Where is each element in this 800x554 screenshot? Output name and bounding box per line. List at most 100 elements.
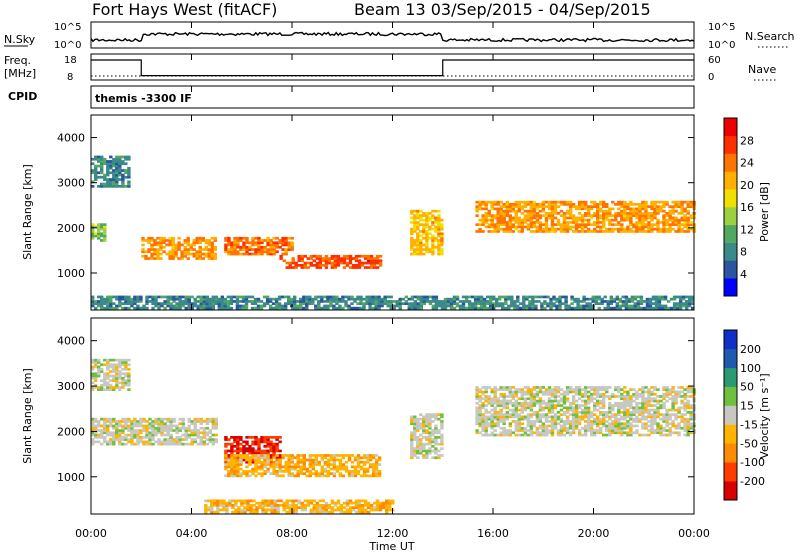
heatmap-cell [136, 420, 140, 423]
heatmap-cell [315, 510, 319, 514]
heatmap-cell [264, 501, 268, 505]
heatmap-cell [378, 261, 383, 265]
heatmap-cell [651, 302, 656, 305]
heatmap-cell [204, 504, 208, 507]
heatmap-cell [251, 460, 255, 464]
heatmap-cell [538, 230, 543, 233]
heatmap-cell [580, 200, 585, 204]
heatmap-cell [650, 417, 654, 421]
heatmap-cell [103, 230, 107, 233]
heatmap-cell [184, 442, 188, 446]
heatmap-cell [413, 429, 417, 432]
heatmap-cell [371, 474, 376, 478]
heatmap-cell [330, 266, 335, 269]
heatmap-cell [641, 401, 645, 405]
heatmap-cell [100, 182, 104, 186]
heatmap-cell [362, 463, 367, 466]
heatmap-cell [205, 297, 209, 301]
heatmap-cell [242, 241, 246, 245]
heatmap-cell [609, 300, 613, 303]
heatmap-cell [680, 227, 684, 231]
heatmap-cell [562, 411, 567, 414]
heatmap-cell [683, 207, 687, 211]
heatmap-cell [647, 401, 651, 405]
heatmap-cell [467, 304, 472, 308]
heatmap-cell [651, 306, 656, 310]
heatmap-cell [428, 451, 432, 455]
heatmap-cell [118, 431, 122, 435]
heatmap-cell [330, 506, 335, 509]
heatmap-cell [517, 200, 521, 204]
heatmap-cell [626, 433, 630, 437]
heatmap-cell [262, 302, 267, 305]
heatmap-cell [236, 472, 240, 475]
heatmap-cell [184, 433, 188, 437]
heatmap-cell [577, 203, 582, 206]
heatmap-cell [611, 422, 615, 426]
heatmap-cell [136, 429, 140, 432]
heatmap-cell [668, 433, 672, 437]
heatmap-cell [574, 227, 579, 231]
heatmap-cell [198, 248, 202, 251]
heatmap-cell [174, 250, 178, 254]
heatmap-cell [245, 442, 249, 446]
heatmap-cell [362, 302, 366, 305]
heatmap-cell [529, 401, 534, 405]
heatmap-cell [233, 445, 237, 448]
heatmap-cell [315, 266, 319, 269]
heatmap-cell [324, 501, 329, 505]
heatmap-cell [365, 467, 370, 471]
heatmap-cell [172, 300, 176, 303]
heatmap-cell [266, 250, 270, 254]
heatmap-cell [118, 440, 122, 444]
heatmap-cell [492, 302, 496, 305]
heatmap-cell [582, 295, 586, 299]
heatmap-cell [350, 474, 355, 478]
heatmap-cell [348, 254, 353, 258]
heatmap-cell [493, 392, 497, 396]
heatmap-cell [662, 413, 666, 416]
heatmap-cell [195, 257, 199, 260]
heatmap-cell [422, 436, 426, 439]
heatmap-cell [251, 472, 255, 475]
heatmap-cell [577, 397, 582, 401]
heatmap-cell [354, 510, 359, 514]
heatmap-cell [547, 411, 552, 414]
heatmap-cell [220, 297, 224, 301]
heatmap-cell [665, 390, 669, 394]
heatmap-cell [419, 252, 423, 256]
heatmap-cell [151, 424, 155, 428]
heatmap-cell [653, 212, 657, 215]
heatmap-cell [199, 431, 203, 435]
heatmap-cell [577, 200, 582, 204]
heatmap-cell [251, 442, 255, 446]
heatmap-cell [680, 203, 684, 206]
heatmap-cell [686, 420, 690, 423]
heatmap-cell [437, 232, 441, 236]
heatmap-cell [608, 431, 612, 435]
heatmap-cell [593, 404, 597, 407]
heatmap-cell [593, 431, 597, 435]
heatmap-cell [97, 155, 101, 159]
heatmap-cell [157, 422, 161, 426]
heatmap-cell [638, 420, 642, 423]
heatmap-cell [281, 243, 285, 247]
heatmap-cell [233, 474, 237, 478]
heatmap-cell [662, 417, 666, 421]
heatmap-cell [443, 300, 448, 303]
heatmap-cell [496, 216, 500, 220]
heatmap-cell [323, 463, 328, 466]
heatmap-cell [187, 436, 191, 439]
heatmap-cell [115, 185, 119, 188]
heatmap-cell [635, 424, 639, 428]
heatmap-cell [419, 306, 423, 310]
heatmap-cell [644, 397, 648, 401]
heatmap-cell [680, 395, 684, 398]
heatmap-cell [115, 424, 119, 428]
heatmap-cell [308, 458, 312, 462]
heatmap-cell [565, 227, 570, 231]
heatmap-cell [121, 175, 125, 179]
heatmap-cell [263, 454, 267, 457]
heatmap-cell [112, 175, 116, 179]
heatmap-cell [644, 406, 648, 410]
